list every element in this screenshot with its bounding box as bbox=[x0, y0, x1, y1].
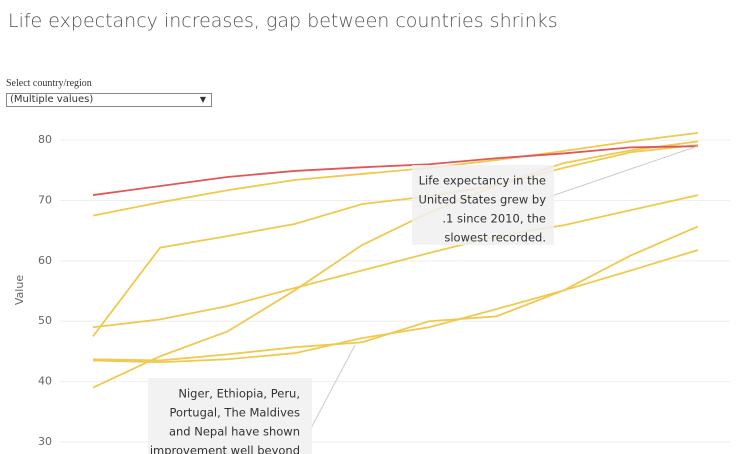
y-axis-title: Value bbox=[13, 275, 26, 305]
annotation-box bbox=[148, 378, 312, 454]
annotation-text: .1 since 2010, the bbox=[442, 212, 546, 226]
y-tick-label: 80 bbox=[38, 133, 52, 146]
dropdown-arrow: ▼ bbox=[199, 95, 206, 104]
annotation-text: Niger, Ethiopia, Peru, bbox=[178, 387, 300, 401]
y-tick-label: 40 bbox=[38, 375, 52, 388]
line bbox=[92, 144, 699, 337]
annotation-leader bbox=[539, 145, 699, 201]
annotation-text: United States grew by bbox=[418, 193, 546, 207]
y-tick-label: 70 bbox=[38, 194, 52, 207]
annotation-text: Portugal, The Maldives bbox=[169, 406, 300, 420]
annotation: Life expectancy in the United States grew… bbox=[412, 165, 554, 245]
line bbox=[92, 132, 699, 217]
annotation-text: and Nepal have shown bbox=[169, 425, 300, 439]
line bbox=[92, 145, 699, 196]
line bbox=[92, 225, 699, 362]
annotation-box bbox=[412, 165, 554, 245]
filter-dropdown[interactable]: (Multiple values) ▼ bbox=[6, 93, 212, 107]
chart-title: Life expectancy increases, gap between c… bbox=[8, 10, 558, 32]
annotation: Niger, Ethiopia, Peru, Portugal, The Mald… bbox=[148, 378, 312, 454]
annotation-text: improvement well beyond bbox=[150, 444, 300, 454]
dropdown-value: (Multiple values) bbox=[10, 94, 94, 105]
y-tick-label: 60 bbox=[38, 254, 52, 267]
annotation-text: Life expectancy in the bbox=[419, 174, 546, 188]
line bbox=[92, 249, 699, 364]
y-tick-label: 30 bbox=[38, 435, 52, 448]
y-tick-label: 50 bbox=[38, 314, 52, 327]
line bbox=[92, 140, 699, 389]
line bbox=[92, 194, 699, 329]
annotation-text: slowest recorded. bbox=[444, 231, 546, 245]
annotation-leader bbox=[309, 344, 356, 431]
filter-label: Select country/region bbox=[6, 78, 92, 89]
